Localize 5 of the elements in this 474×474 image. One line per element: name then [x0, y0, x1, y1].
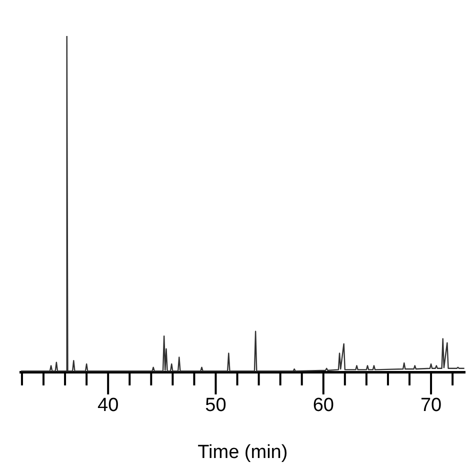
x-tick-label: 40 [98, 395, 119, 416]
x-axis-title: Time (min) [198, 442, 288, 463]
x-tick-label: 60 [312, 395, 334, 416]
x-tick-label: 70 [420, 395, 442, 416]
x-tick-label: 50 [205, 395, 226, 416]
